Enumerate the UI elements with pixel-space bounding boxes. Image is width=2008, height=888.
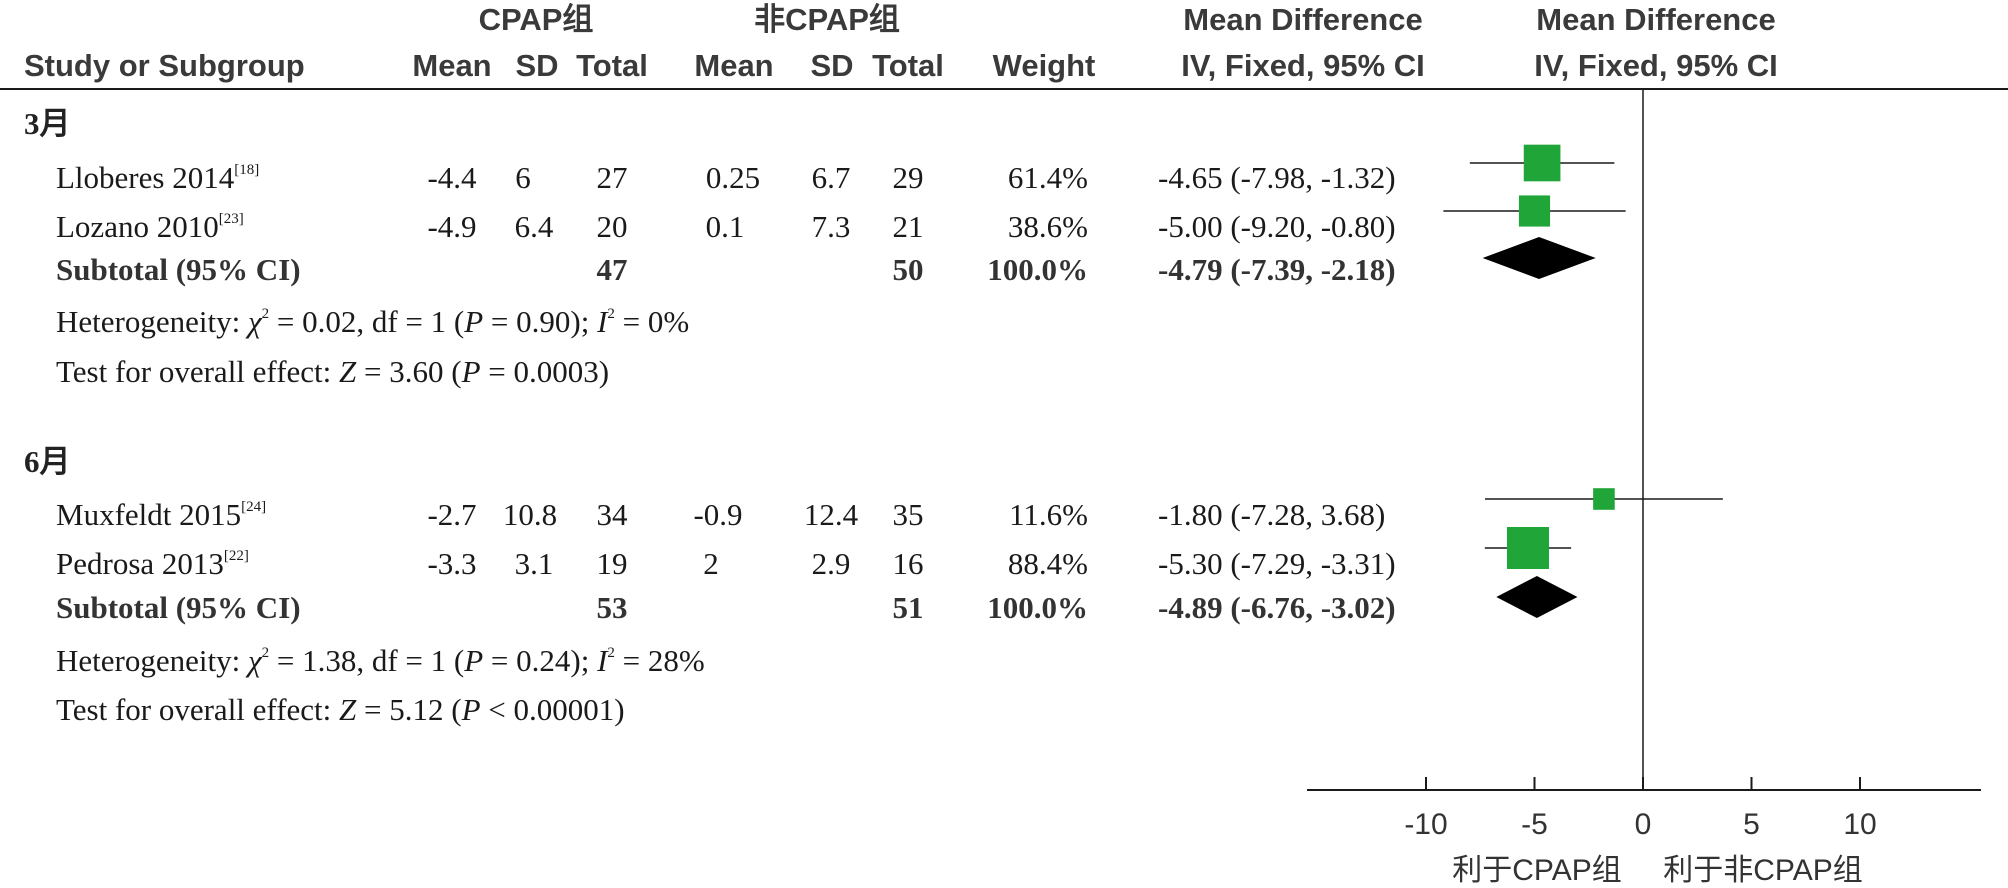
study-square	[1518, 195, 1551, 227]
heterogeneity-text: Heterogeneity: χ2 = 1.38, df = 1 (P = 0.…	[56, 643, 705, 678]
mean1-cell: -4.4	[427, 160, 477, 195]
sd1-cell: 6.4	[514, 209, 554, 244]
mean1-cell: -3.3	[427, 546, 477, 581]
mean2-cell: 0.25	[705, 160, 761, 195]
mean1-cell: -2.7	[427, 497, 477, 532]
md-method-header: IV, Fixed, 95% CI	[1181, 48, 1425, 83]
mean2-cell: 0.1	[705, 209, 745, 244]
axis-tick-label: 10	[1843, 808, 1877, 841]
ci-cell: -5.00 (-9.20, -0.80)	[1158, 209, 1396, 244]
subtotal-total1: 47	[596, 252, 628, 287]
weight-cell: 38.6%	[1007, 209, 1088, 244]
study-square	[1593, 488, 1615, 510]
md-title-header: Mean Difference	[1183, 2, 1423, 37]
sd2-cell: 2.9	[811, 546, 851, 581]
study-name: Lozano 2010[23]	[56, 209, 244, 244]
subtotal-weight: 100.0%	[987, 590, 1088, 625]
mean2-cell: 2	[703, 546, 719, 581]
total2-cell: 35	[892, 497, 924, 532]
subtotal-diamond	[1496, 576, 1578, 618]
axis-tick-label: -10	[1404, 808, 1448, 841]
subtotal-label: Subtotal (95% CI)	[56, 252, 301, 287]
ci-cell: -4.65 (-7.98, -1.32)	[1158, 160, 1396, 195]
total1-cell: 20	[596, 209, 628, 244]
weight-cell: 61.4%	[1007, 160, 1088, 195]
weight-header: Weight	[992, 48, 1096, 83]
study-square	[1523, 144, 1561, 182]
subtotal-total2: 51	[892, 590, 924, 625]
overall-effect-text: Test for overall effect: Z = 5.12 (P < 0…	[56, 692, 625, 727]
mean2-header: Mean	[694, 48, 774, 83]
ci-cell: -5.30 (-7.29, -3.31)	[1158, 546, 1396, 581]
total1-cell: 34	[596, 497, 628, 532]
subtotal-total1: 53	[596, 590, 628, 625]
subtotal-total2: 50	[892, 252, 924, 287]
total2-cell: 29	[892, 160, 924, 195]
total2-cell: 16	[892, 546, 924, 581]
study-name: Pedrosa 2013[22]	[56, 546, 249, 581]
sd2-header: SD	[810, 48, 854, 83]
favours-left-label: 利于CPAP组	[1452, 854, 1622, 887]
subgroup-label: 3月	[24, 106, 71, 141]
weight-cell: 88.4%	[1007, 546, 1088, 581]
total2-cell: 21	[892, 209, 924, 244]
axis-tick-label: 5	[1743, 808, 1760, 841]
subtotal-label: Subtotal (95% CI)	[56, 590, 301, 625]
sd2-cell: 6.7	[811, 160, 851, 195]
sd1-cell: 3.1	[514, 546, 554, 581]
group2-header: 非CPAP组	[754, 2, 900, 37]
study-name: Lloberes 2014[18]	[56, 160, 260, 195]
heterogeneity-text: Heterogeneity: χ2 = 0.02, df = 1 (P = 0.…	[56, 304, 690, 339]
subgroup-label: 6月	[24, 444, 71, 479]
sd1-cell: 6	[515, 160, 531, 195]
total1-cell: 27	[596, 160, 628, 195]
axis-tick-label: 0	[1634, 808, 1652, 841]
subtotal-ci: -4.89 (-6.76, -3.02)	[1158, 590, 1396, 625]
mean1-header: Mean	[412, 48, 492, 83]
plot-title-header: Mean Difference	[1536, 2, 1776, 37]
sd2-cell: 12.4	[803, 497, 859, 532]
total2-header: Total	[872, 48, 944, 83]
plot-method-header: IV, Fixed, 95% CI	[1534, 48, 1778, 83]
mean1-cell: -4.9	[427, 209, 477, 244]
mean2-cell: -0.9	[693, 497, 743, 532]
total1-cell: 19	[596, 546, 628, 581]
total1-header: Total	[576, 48, 648, 83]
favours-right-label: 利于非CPAP组	[1663, 854, 1863, 887]
axis-tick-label: -5	[1521, 808, 1548, 841]
subtotal-diamond	[1482, 237, 1596, 279]
sd1-header: SD	[515, 48, 559, 83]
study-square	[1506, 527, 1549, 569]
overall-effect-text: Test for overall effect: Z = 3.60 (P = 0…	[56, 354, 610, 389]
subtotal-weight: 100.0%	[987, 252, 1088, 287]
study-header: Study or Subgroup	[24, 48, 305, 83]
header-divider	[0, 88, 2008, 90]
group1-header: CPAP组	[478, 2, 594, 37]
study-name: Muxfeldt 2015[24]	[56, 497, 267, 532]
ci-cell: -1.80 (-7.28, 3.68)	[1158, 497, 1386, 532]
sd1-cell: 10.8	[502, 497, 558, 532]
sd2-cell: 7.3	[811, 209, 851, 244]
subtotal-ci: -4.79 (-7.39, -2.18)	[1158, 252, 1396, 287]
weight-cell: 11.6%	[1009, 497, 1088, 532]
